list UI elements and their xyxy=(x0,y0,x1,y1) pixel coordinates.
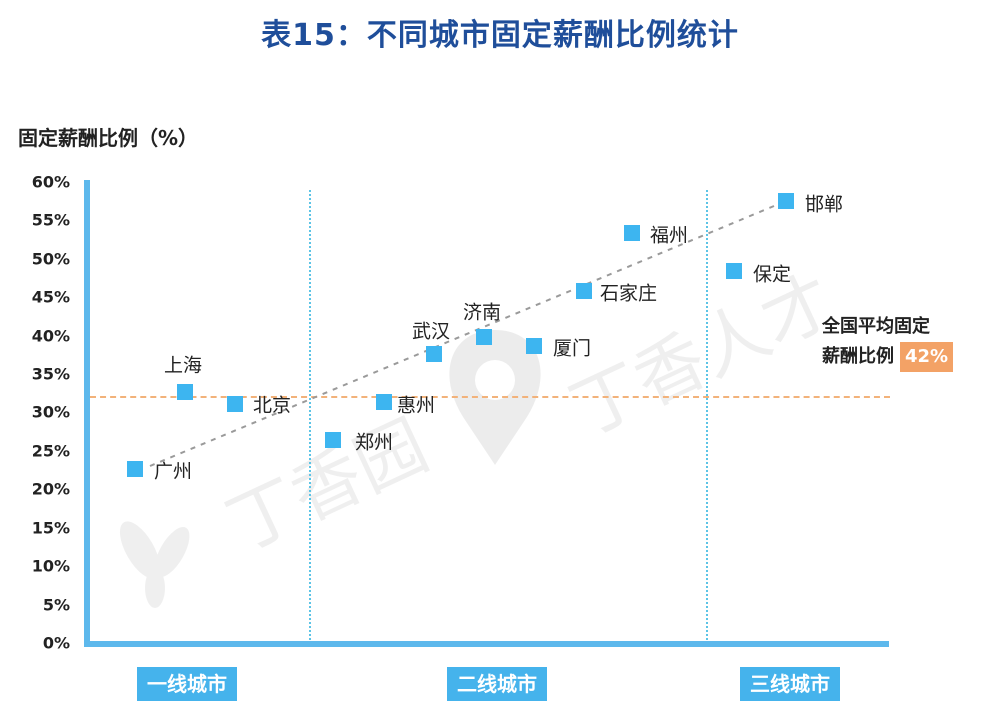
point-label: 广州 xyxy=(154,460,193,483)
average-label-line1: 全国平均固定 xyxy=(822,316,930,337)
point-marker[interactable] xyxy=(426,346,442,362)
point-marker[interactable] xyxy=(476,329,492,345)
y-tick: 45% xyxy=(31,287,70,307)
point-label: 惠州 xyxy=(397,394,436,417)
y-tick: 60% xyxy=(31,172,70,192)
y-tick: 50% xyxy=(31,249,70,269)
tier-label-second: 二线城市 xyxy=(447,667,547,701)
y-tick: 20% xyxy=(31,479,70,499)
chart-title: 表15：不同城市固定薪酬比例统计 xyxy=(261,18,739,53)
point-label: 上海 xyxy=(164,354,203,377)
y-tick: 35% xyxy=(31,364,70,384)
point-label: 厦门 xyxy=(553,337,592,360)
point-marker[interactable] xyxy=(726,263,742,279)
y-tick: 25% xyxy=(31,441,70,461)
y-tick: 15% xyxy=(31,518,70,538)
point-label: 保定 xyxy=(753,263,792,286)
y-tick: 55% xyxy=(31,210,70,230)
point-marker[interactable] xyxy=(376,394,392,410)
point-marker[interactable] xyxy=(227,396,243,412)
y-tick: 0% xyxy=(42,633,70,653)
average-annotation: 全国平均固定 薪酬比例 42% xyxy=(822,312,954,372)
average-value-badge: 42% xyxy=(900,342,954,372)
y-tick: 30% xyxy=(31,402,70,422)
tier-divider xyxy=(309,190,311,640)
y-tick: 10% xyxy=(31,556,70,576)
y-tick: 5% xyxy=(42,595,70,615)
average-label-row: 薪酬比例 42% xyxy=(822,342,954,372)
point-marker[interactable] xyxy=(526,338,542,354)
point-marker[interactable] xyxy=(177,384,193,400)
point-label: 郑州 xyxy=(355,431,394,454)
x-axis-line xyxy=(84,641,889,647)
point-marker[interactable] xyxy=(127,461,143,477)
y-tick: 40% xyxy=(31,326,70,346)
y-axis-line xyxy=(84,180,90,647)
point-marker[interactable] xyxy=(624,225,640,241)
point-label: 济南 xyxy=(463,301,502,324)
tier-label-first: 一线城市 xyxy=(137,667,237,701)
y-axis-label: 固定薪酬比例（%） xyxy=(18,126,199,150)
point-label: 福州 xyxy=(650,224,689,247)
point-label: 武汉 xyxy=(412,320,451,343)
tier-label-third: 三线城市 xyxy=(740,667,840,701)
tier-divider xyxy=(706,190,708,640)
point-marker[interactable] xyxy=(778,193,794,209)
point-label: 北京 xyxy=(253,394,292,417)
average-reference-line xyxy=(90,396,890,398)
point-marker[interactable] xyxy=(576,283,592,299)
average-label-line2: 薪酬比例 xyxy=(822,346,894,367)
point-label: 石家庄 xyxy=(600,282,658,305)
point-label: 邯郸 xyxy=(805,193,844,216)
point-marker[interactable] xyxy=(325,432,341,448)
